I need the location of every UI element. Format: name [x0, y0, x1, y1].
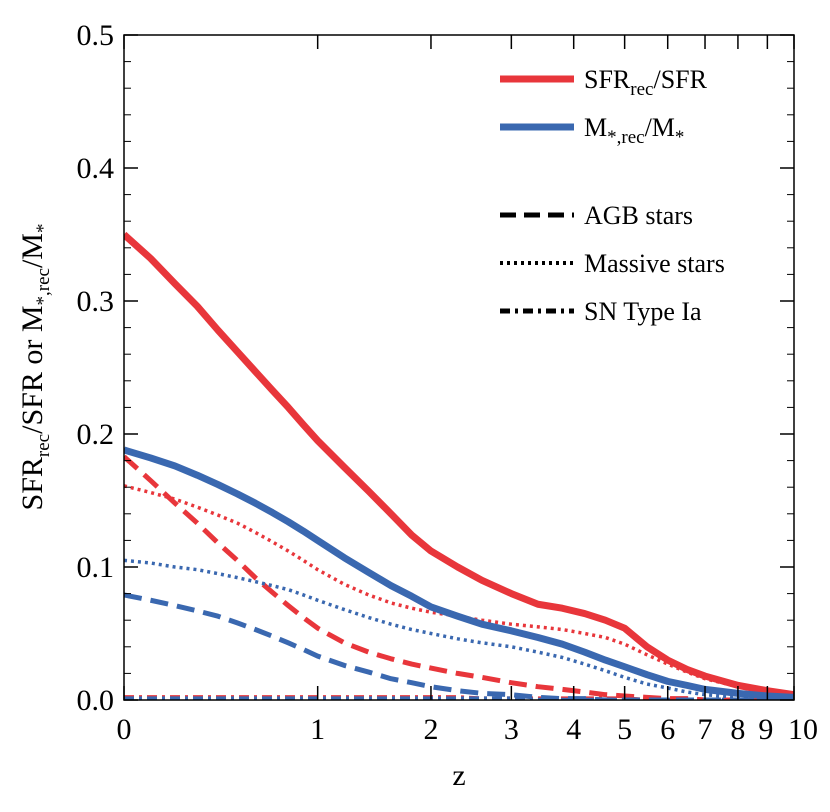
legend-mstar-text: M*,rec/M*	[584, 113, 684, 148]
x-tick-label: 5	[617, 713, 632, 746]
series-mstar-dot	[124, 558, 794, 700]
y-label-part-over-m: /M	[16, 233, 49, 268]
y-label-sub-star: *	[33, 224, 54, 234]
x-tick-label: 10	[788, 713, 818, 746]
tick-layer: 0.0 0.1 0.2 0.3 0.4 0.5 0 1 2 3 4 5 6 7 8 9 10	[77, 19, 819, 746]
series-sfr-dash	[124, 454, 794, 700]
legend-massive-text: Massive stars	[584, 249, 725, 278]
x-tick-label: 3	[504, 713, 519, 746]
y-label-part-middle: /SFR or M	[16, 305, 49, 433]
y-tick-label: 0.1	[77, 551, 115, 584]
x-tick-label: 6	[660, 713, 675, 746]
x-tick-label: 4	[566, 713, 581, 746]
x-tick-label: 0	[117, 713, 132, 746]
y-label-sub-star-rec: *,rec	[33, 268, 54, 305]
series-sfr-dot	[124, 484, 794, 698]
plot-frame	[123, 34, 795, 701]
legend-sn-text: SN Type Ia	[584, 297, 702, 326]
legend-sfr-text: SFRrec/SFR	[584, 65, 708, 100]
y-tick-label: 0.0	[77, 684, 115, 717]
x-tick-label: 9	[758, 713, 773, 746]
x-tick-label: 1	[310, 713, 325, 746]
legend: SFRrec/SFR M*,rec/M* AGB stars Massive s…	[500, 65, 725, 326]
x-tick-label: 7	[698, 713, 713, 746]
y-tick-label: 0.5	[77, 19, 115, 52]
x-axis-label: z	[452, 759, 465, 792]
y-label-sub-rec: rec	[33, 434, 54, 457]
x-tick-label: 2	[423, 713, 438, 746]
series-mstar-dash	[124, 592, 794, 700]
x-tick-label: 8	[730, 713, 745, 746]
y-tick-label: 0.2	[77, 418, 115, 451]
plot-background	[124, 35, 794, 700]
y-tick-label: 0.3	[77, 285, 115, 318]
y-tick-label: 0.4	[77, 152, 115, 185]
legend-agb-text: AGB stars	[584, 201, 693, 230]
series-sfr-solid	[124, 231, 794, 699]
series-mstar-solid	[124, 446, 794, 700]
y-axis-label: SFRrec/SFR or M*,rec/M*	[16, 224, 54, 511]
y-label-part-sfr: SFR	[16, 457, 49, 510]
